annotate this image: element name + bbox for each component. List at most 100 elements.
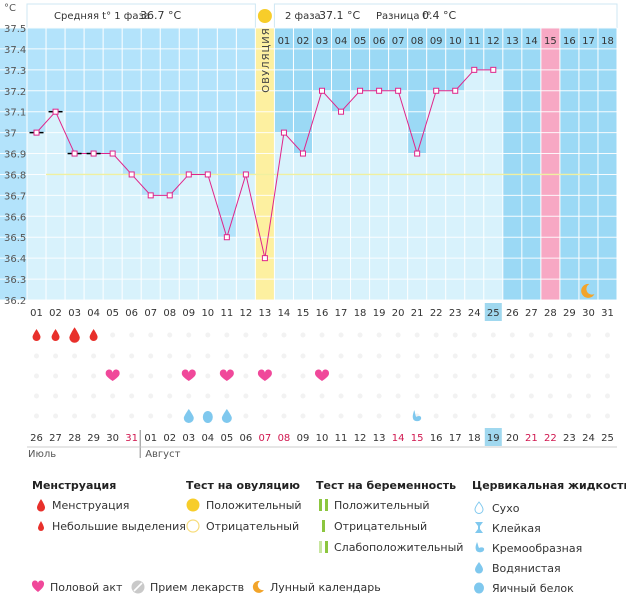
cycle-day-label: 09 (182, 308, 195, 319)
temp-bar-24 (464, 69, 484, 300)
day-column-30 (578, 28, 598, 300)
empty-cell-dot (376, 353, 382, 359)
empty-cell-dot (262, 353, 268, 359)
empty-cell-dot (148, 353, 154, 359)
empty-cell-dot (357, 353, 363, 359)
empty-cell-dot (319, 413, 325, 419)
empty-cell-dot (509, 373, 515, 379)
cervical-creamy-icon (412, 410, 422, 422)
phase2-value: 37.1 °C (319, 9, 360, 22)
empty-cell-dot (452, 393, 458, 399)
empty-cell-dot (167, 413, 173, 419)
cycle-day-label: 26 (506, 308, 519, 319)
calendar-date: 06 (240, 433, 253, 444)
empty-cell-dot (53, 393, 59, 399)
empty-cell-dot (167, 393, 173, 399)
calendar-date: 05 (220, 433, 233, 444)
empty-cell-dot (243, 373, 249, 379)
cycle-day-label: 31 (601, 308, 614, 319)
empty-cell-dot (471, 373, 477, 379)
temp-point-11 (223, 234, 230, 241)
y-tick-label: 36.2 (4, 296, 26, 307)
today-box (484, 428, 502, 446)
empty-cell-dot (395, 393, 401, 399)
legend-ovtest-positive: Положительный (206, 499, 302, 512)
temp-point-5 (109, 150, 116, 157)
top-day-label: 17 (582, 36, 595, 47)
empty-cell-dot (205, 332, 211, 338)
cycle-day-label: 10 (201, 308, 214, 319)
legend-pregtest-negative: Отрицательный (334, 520, 428, 533)
phase2-label: 2 фаза (285, 11, 321, 22)
empty-cell-dot (91, 373, 97, 379)
empty-cell-dot (528, 393, 534, 399)
empty-cell-dot (376, 393, 382, 399)
day-column-26 (502, 28, 522, 300)
heart-icon (31, 580, 45, 592)
pill-icon (131, 580, 145, 594)
cervical-watery-icon (475, 562, 483, 574)
pregtest-negative-icon (322, 520, 325, 532)
empty-cell-dot (566, 332, 572, 338)
empty-cell-dot (34, 373, 40, 379)
empty-cell-dot (338, 373, 344, 379)
calendar-date: 14 (392, 433, 405, 444)
calendar-date: 24 (582, 433, 595, 444)
temp-point-10 (204, 171, 211, 178)
empty-cell-dot (604, 353, 610, 359)
temp-bar-15 (293, 153, 313, 300)
empty-cell-dot (433, 373, 439, 379)
y-tick-label: 36.3 (4, 275, 26, 286)
calendar-date: 04 (201, 433, 214, 444)
empty-cell-dot (433, 393, 439, 399)
empty-cell-dot (281, 353, 287, 359)
empty-cell-dot (281, 373, 287, 379)
temp-point-3 (71, 150, 78, 157)
top-day-label: 06 (373, 36, 386, 47)
top-day-label: 05 (354, 36, 367, 47)
y-tick-label: 37.5 (4, 24, 26, 35)
legend-pregtest-title: Тест на беременность (316, 479, 457, 492)
cycle-day-label: 13 (259, 308, 272, 319)
temp-point-20 (395, 87, 402, 94)
current-day-box (484, 303, 502, 321)
cycle-day-label: 17 (335, 308, 348, 319)
empty-cell-dot (148, 373, 154, 379)
empty-cell-dot (471, 393, 477, 399)
empty-cell-dot (585, 373, 591, 379)
small-blood-drop-icon (38, 521, 44, 531)
legend-pregtest-positive: Положительный (334, 499, 430, 512)
empty-cell-dot (53, 353, 59, 359)
cervical-sticky-icon (475, 522, 483, 533)
temp-bar-21 (407, 153, 427, 300)
empty-cell-dot (34, 393, 40, 399)
empty-cell-dot (357, 332, 363, 338)
empty-cell-dot (186, 332, 192, 338)
y-tick-label: 37 (4, 129, 17, 140)
empty-cell-dot (509, 413, 515, 419)
diff-label: Разница t° (376, 11, 432, 22)
cycle-day-label: 11 (220, 308, 233, 319)
header-box-phase1 (26, 3, 256, 29)
empty-cell-dot (414, 332, 420, 338)
empty-cell-dot (528, 413, 534, 419)
empty-cell-dot (433, 332, 439, 338)
empty-cell-dot (376, 332, 382, 338)
y-tick-label: 36.5 (4, 233, 26, 244)
temp-point-2 (52, 108, 59, 115)
temp-bar-3 (65, 153, 85, 300)
empty-cell-dot (129, 353, 135, 359)
heart-icon (257, 369, 272, 381)
calendar-date: 28 (68, 433, 81, 444)
empty-cell-dot (414, 393, 420, 399)
y-tick-label: 36.6 (4, 212, 26, 223)
legend-intercourse: Половой акт (50, 581, 123, 594)
empty-cell-dot (91, 353, 97, 359)
y-tick-label: 37.3 (4, 66, 26, 77)
empty-cell-dot (585, 332, 591, 338)
cervical-watery-icon (183, 409, 194, 423)
header-box-phase2 (273, 3, 618, 29)
empty-cell-dot (376, 373, 382, 379)
day-column-31 (597, 28, 617, 300)
